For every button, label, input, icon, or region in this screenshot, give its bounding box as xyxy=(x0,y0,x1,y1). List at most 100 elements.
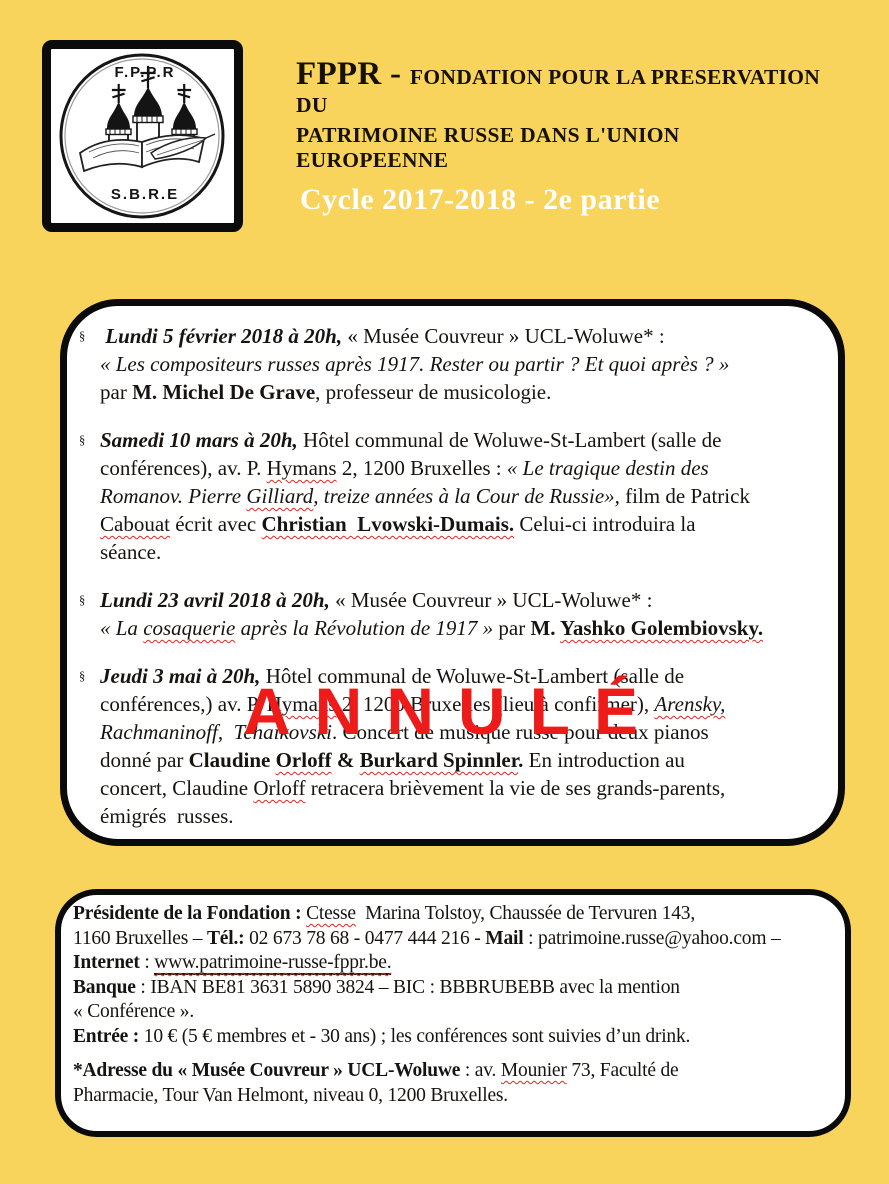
dome-band-ticks xyxy=(109,116,192,134)
text-segment: Internet xyxy=(73,952,140,973)
text-segment: « La xyxy=(100,616,144,640)
text-segment: Samedi 10 mars à 20h, xyxy=(100,428,298,452)
text-segment: Lundi 5 février 2018 à 20h, xyxy=(100,324,343,348)
text-segment: Ctesse xyxy=(306,903,356,924)
text-segment: Pharmacie, Tour Van Helmont, niveau 0, 1… xyxy=(73,1084,508,1106)
text-segment: cosaquerie xyxy=(143,616,236,640)
text-segment: Hymans xyxy=(266,456,337,480)
text-segment: « Les compositeurs russes après 1917. Re… xyxy=(100,352,730,376)
org-name-line2: PATRIMOINE RUSSE DANS L'UNION EUROPEENNE xyxy=(296,123,680,172)
text-segment: Yashko Golembiovsky. xyxy=(560,616,764,640)
open-book-icon xyxy=(78,133,216,173)
text-segment: , professeur de musicologie. xyxy=(315,380,552,404)
orthodox-crosses-icon xyxy=(111,65,192,104)
onion-domes-icon xyxy=(107,87,196,129)
text-segment: : av. xyxy=(460,1060,501,1081)
org-acronym: FPPR - xyxy=(296,56,410,92)
text-segment: Mail xyxy=(485,927,524,949)
text-segment: Claudine xyxy=(188,748,276,772)
text-segment: : xyxy=(139,952,155,973)
text-segment: « Musée Couvreur » UCL-Woluwe* : xyxy=(329,588,653,612)
annule-stamp: ANNULÉ xyxy=(243,674,662,748)
org-name-line1: FPPR - FONDATION POUR LA PRESERVATION DU xyxy=(296,56,836,118)
text-segment: . Concert de musique russe pour deux pia… xyxy=(331,720,709,744)
text-segment: 1160 Bruxelles – xyxy=(73,927,207,949)
text-segment: Romanov. Pierre xyxy=(100,484,247,508)
text-segment: Cabouat xyxy=(100,512,170,536)
text-segment: « Conférence ». xyxy=(73,1001,194,1022)
logo-sbre-text: S.B.R.E xyxy=(111,186,179,203)
text-segment: Banque xyxy=(73,976,136,998)
contact-text: Présidente de la Fondation : Ctesse Mari… xyxy=(73,902,833,1108)
text-segment: 2, 1200 Bruxelles (lieu à confirmer), xyxy=(336,692,655,716)
fppr-logo: F.P.P.R xyxy=(42,40,243,232)
text-segment: : IBAN BE81 3631 5890 3824 – BIC : BBBRU… xyxy=(135,976,680,998)
event-text: Lundi 5 février 2018 à 20h, « Musée Couv… xyxy=(100,322,729,406)
event-text: Jeudi 3 mai à 20h, Hôtel communal de Wol… xyxy=(100,662,725,830)
text-segment: Marina Tolstoy, Chaussée de Tervuren 143… xyxy=(355,903,696,924)
text-segment: par xyxy=(493,616,531,640)
text-segment: M. xyxy=(530,616,561,640)
text-segment: Burkard Spinnler xyxy=(359,748,519,772)
text-segment: par xyxy=(100,380,133,404)
event-text: Samedi 10 mars à 20h, Hôtel communal de … xyxy=(100,426,750,566)
text-segment: , treize années à la Cour de Russie», xyxy=(313,484,620,508)
text-segment: donné par xyxy=(100,748,189,772)
text-segment: retracera brièvement la vie de ses grand… xyxy=(305,776,726,800)
text-segment: Hymans xyxy=(266,692,337,716)
org-header: FPPR - FONDATION POUR LA PRESERVATION DU… xyxy=(296,56,836,173)
text-segment: Rachmaninoff, Tchaikovski xyxy=(100,720,332,744)
text-segment: Tél.: xyxy=(207,927,245,949)
text-segment: Mounier xyxy=(500,1060,567,1081)
text-segment: Hôtel communal de Woluwe-St-Lambert (sal… xyxy=(260,664,685,688)
text-segment: Orloff xyxy=(275,748,332,772)
text-segment: film de Patrick xyxy=(619,484,750,508)
event-bullet: § xyxy=(79,669,86,683)
text-segment: « Musée Couvreur » UCL-Woluwe* : xyxy=(342,324,665,348)
text-segment: : patrimoine.russe@yahoo.com – xyxy=(523,927,781,949)
website-link[interactable]: www.patrimoine-russe-fppr.be. xyxy=(154,952,392,975)
event-item-3: § Lundi 23 avril 2018 à 20h, « Musée Cou… xyxy=(79,586,820,642)
contact-box: Présidente de la Fondation : Ctesse Mari… xyxy=(55,889,851,1137)
fppr-logo-emblem: F.P.P.R xyxy=(59,53,225,219)
event-item-1: § Lundi 5 février 2018 à 20h, « Musée Co… xyxy=(79,322,820,406)
spacer xyxy=(73,1049,833,1059)
text-segment: & xyxy=(331,748,360,772)
event-text: Lundi 23 avril 2018 à 20h, « Musée Couvr… xyxy=(100,586,763,642)
text-segment: 73, Faculté de xyxy=(566,1060,679,1081)
text-segment: Christian Lvowski-Dumais. xyxy=(261,512,515,536)
text-segment: conférences,) av. P. xyxy=(100,692,267,716)
text-segment: Gilliard xyxy=(246,484,314,508)
text-segment: après la Révolution de 1917 » xyxy=(235,616,494,640)
cycle-title: Cycle 2017-2018 - 2e partie xyxy=(300,183,661,216)
text-segment: Lundi 23 avril 2018 à 20h, xyxy=(100,588,330,612)
text-segment: En introduction au xyxy=(523,748,685,772)
text-segment: séance. xyxy=(100,540,162,564)
text-segment: « Le tragique destin des xyxy=(506,456,709,480)
text-segment: écrit avec xyxy=(169,512,262,536)
text-segment: 02 673 78 68 - 0477 444 216 - xyxy=(244,927,486,949)
text-segment: Orloff xyxy=(253,776,306,800)
text-segment: Entrée : xyxy=(73,1025,140,1047)
org-name-rest: FONDATION POUR LA PRESERVATION DU xyxy=(296,65,821,117)
text-segment: 2, 1200 Bruxelles : xyxy=(336,456,507,480)
events-box: § Lundi 5 février 2018 à 20h, « Musée Co… xyxy=(60,299,845,846)
text-segment: M. Michel De Grave xyxy=(132,380,316,404)
text-segment: émigrés russes. xyxy=(100,804,234,828)
text-segment: concert, Claudine xyxy=(100,776,254,800)
logo-inner-ring xyxy=(64,58,220,214)
event-bullet: § xyxy=(79,593,86,607)
event-bullet: § xyxy=(79,329,86,343)
text-segment: Présidente de la Fondation : xyxy=(73,903,307,924)
text-segment: conférences), av. P. xyxy=(100,456,267,480)
text-segment: Jeudi 3 mai à 20h, xyxy=(100,664,261,688)
event-item-4: § Jeudi 3 mai à 20h, Hôtel communal de W… xyxy=(79,662,820,830)
text-segment: *Adresse du « Musée Couvreur » UCL-Woluw… xyxy=(73,1060,461,1081)
event-item-2: § Samedi 10 mars à 20h, Hôtel communal d… xyxy=(79,426,820,566)
text-segment: 10 € (5 € membres et - 30 ans) ; les con… xyxy=(139,1025,691,1047)
text-segment: Celui-ci introduira la xyxy=(514,512,696,536)
text-segment: Hôtel communal de Woluwe-St-Lambert (sal… xyxy=(297,428,722,452)
text-segment: . xyxy=(518,748,524,772)
event-bullet: § xyxy=(79,433,86,447)
